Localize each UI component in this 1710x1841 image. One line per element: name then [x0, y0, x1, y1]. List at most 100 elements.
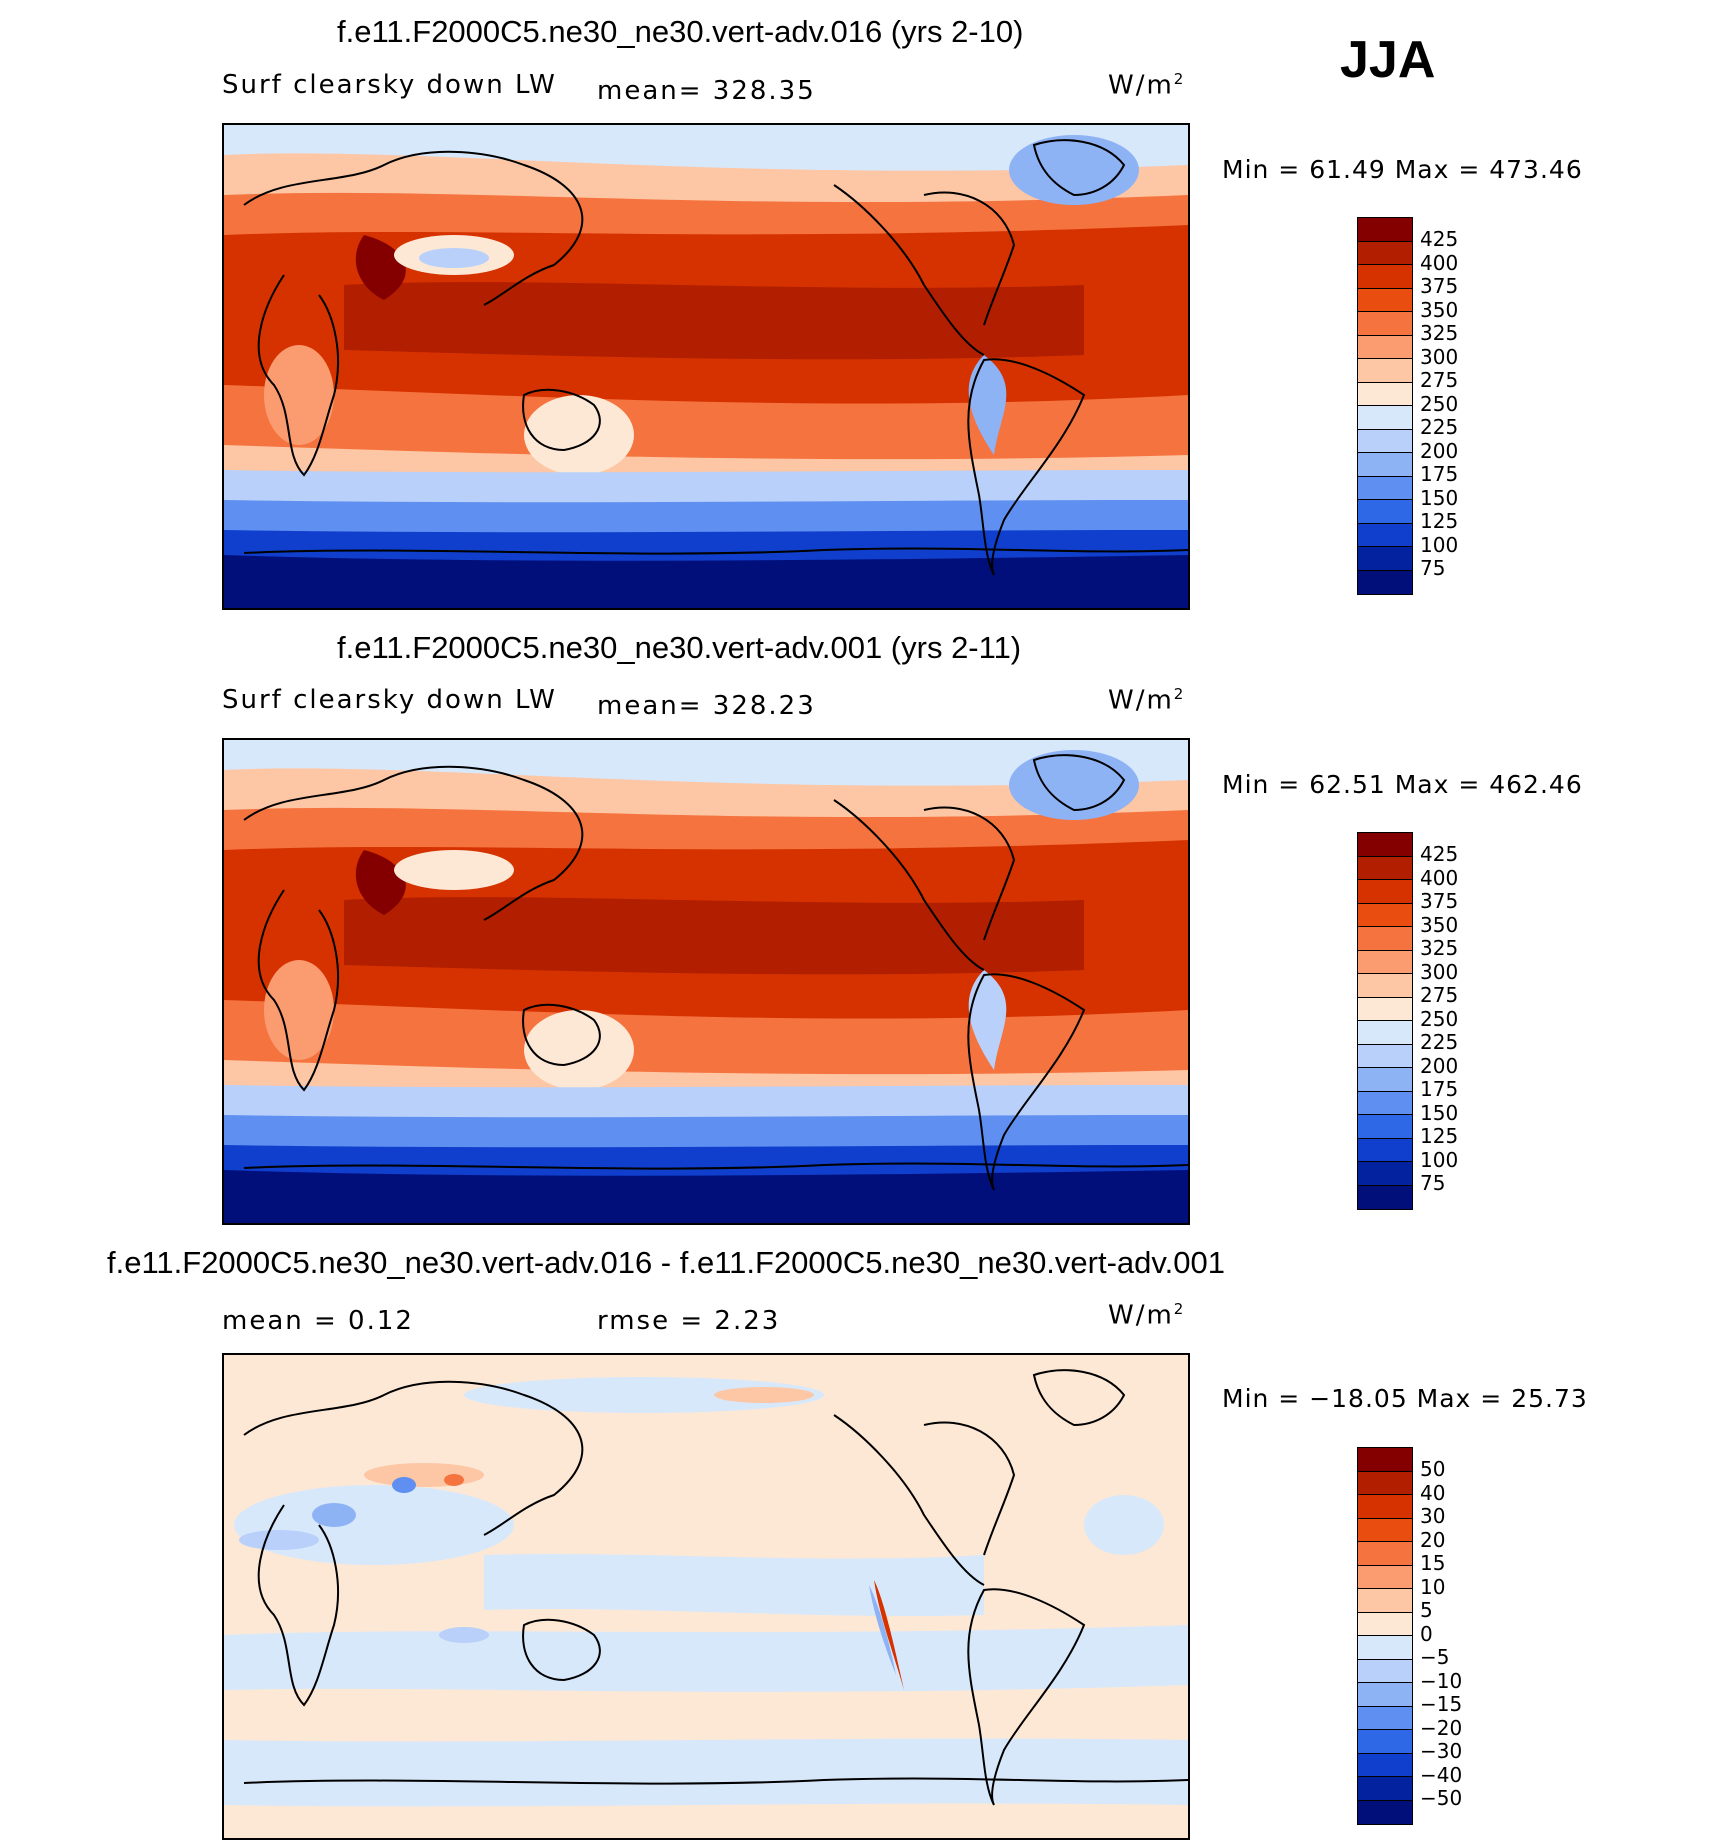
panel1-colorbar-swatch [1358, 312, 1412, 336]
panel2-variable: Surf clearsky down LW [222, 685, 557, 715]
panel1-tick: 200 [1420, 438, 1459, 463]
panel1-tick: 400 [1420, 250, 1459, 275]
panel3-colorbar-swatch [1358, 1589, 1412, 1613]
panel2-field-plot [224, 740, 1188, 1223]
panel3-colorbar-swatch [1358, 1730, 1412, 1754]
panel3-title: f.e11.F2000C5.ne30_ne30.vert-adv.016 - f… [107, 1245, 1225, 1280]
panel2-colorbar-ticks: 425 400 375 350 325 300 275 250 225 200 … [1420, 842, 1459, 1196]
panel2-colorbar-swatch [1358, 1115, 1412, 1139]
panel3-tick: 30 [1420, 1504, 1446, 1528]
panel3-colorbar-swatch [1358, 1683, 1412, 1707]
panel2-tick: 150 [1420, 1100, 1459, 1125]
panel2-map [222, 738, 1190, 1225]
panel1-tick: 250 [1420, 391, 1459, 416]
panel3-tick: 20 [1420, 1527, 1446, 1552]
panel2-tick: 350 [1420, 912, 1459, 937]
panel3-colorbar [1357, 1447, 1413, 1825]
panel1-colorbar-swatch [1358, 382, 1412, 406]
panel2-colorbar-swatch [1358, 903, 1412, 927]
panel3-map [222, 1353, 1190, 1840]
panel2-colorbar-swatch [1358, 974, 1412, 998]
panel1-tick: 375 [1420, 274, 1459, 298]
panel2-minmax: Min = 62.51 Max = 462.46 [1222, 770, 1583, 799]
panel2-colorbar-swatch [1358, 997, 1412, 1021]
panel1-colorbar-swatch [1358, 429, 1412, 453]
panel1-colorbar-swatch [1358, 453, 1412, 477]
panel2-units: W/m2 [1108, 685, 1186, 716]
panel3-colorbar-swatch [1358, 1777, 1412, 1801]
panel1-tick: 300 [1420, 344, 1459, 369]
panel1-colorbar-swatch [1358, 406, 1412, 430]
panel3-tick: −10 [1420, 1668, 1463, 1693]
panel1-tick: 275 [1420, 368, 1459, 392]
panel2-colorbar-swatch [1358, 1044, 1412, 1068]
panel2-colorbar-swatch [1358, 1185, 1412, 1209]
panel2-tick: 375 [1420, 889, 1459, 913]
panel3-colorbar-swatch [1358, 1518, 1412, 1542]
panel1-tick: 150 [1420, 485, 1459, 510]
panel1-colorbar [1357, 217, 1413, 595]
panel1-tick: 425 [1420, 227, 1459, 251]
panel2-tick: 250 [1420, 1006, 1459, 1031]
panel1-colorbar-swatch [1358, 265, 1412, 289]
panel2-colorbar [1357, 832, 1413, 1210]
panel1-colorbar-swatch [1358, 476, 1412, 500]
panel2-colorbar-swatch [1358, 1068, 1412, 1092]
panel3-colorbar-swatch [1358, 1495, 1412, 1519]
panel3-colorbar-swatch [1358, 1706, 1412, 1730]
panel3-colorbar-swatch [1358, 1636, 1412, 1660]
panel2-colorbar-swatch [1358, 833, 1412, 857]
panel2-mean: mean= 328.23 [597, 691, 816, 721]
panel2-colorbar-swatch [1358, 856, 1412, 880]
panel2-colorbar-swatch [1358, 1162, 1412, 1186]
panel2-tick: 300 [1420, 959, 1459, 984]
panel1-tick: 175 [1420, 462, 1459, 486]
panel2-tick: 100 [1420, 1147, 1459, 1172]
panel1-colorbar-ticks: 425 400 375 350 325 300 275 250 225 200 … [1420, 227, 1459, 581]
panel1-colorbar-swatch [1358, 500, 1412, 524]
panel2-tick: 425 [1420, 842, 1459, 866]
panel3-colorbar-swatch [1358, 1471, 1412, 1495]
panel3-tick: −50 [1420, 1786, 1463, 1810]
panel2-tick: 275 [1420, 983, 1459, 1007]
panel3-tick: 5 [1420, 1598, 1433, 1622]
panel1-map [222, 123, 1190, 610]
panel1-tick: 125 [1420, 509, 1459, 533]
panel1-tick: 225 [1420, 415, 1459, 439]
panel3-colorbar-swatch [1358, 1800, 1412, 1824]
panel1-colorbar-swatch [1358, 570, 1412, 594]
panel2-tick: 75 [1420, 1171, 1446, 1195]
panel1-colorbar-swatch [1358, 335, 1412, 359]
panel3-tick: 15 [1420, 1551, 1446, 1575]
panel3-tick: 10 [1420, 1574, 1446, 1599]
panel3-colorbar-ticks: 50 40 30 20 15 10 5 0 −5 −10 −15 −20 −30… [1420, 1457, 1463, 1811]
panel2-tick: 175 [1420, 1077, 1459, 1101]
panel3-colorbar-swatch [1358, 1565, 1412, 1589]
season-label: JJA [1340, 31, 1436, 89]
panel2-title: f.e11.F2000C5.ne30_ne30.vert-adv.001 (yr… [337, 630, 1022, 665]
panel3-colorbar-swatch [1358, 1659, 1412, 1683]
panel1-colorbar-swatch [1358, 288, 1412, 312]
panel1-variable: Surf clearsky down LW [222, 70, 557, 100]
panel3-colorbar-swatch [1358, 1448, 1412, 1472]
panel3-colorbar-swatch [1358, 1753, 1412, 1777]
panel1-colorbar-swatch [1358, 359, 1412, 383]
panel2-colorbar-swatch [1358, 1138, 1412, 1162]
panel1-tick: 100 [1420, 532, 1459, 557]
panel1-units: W/m2 [1108, 70, 1186, 101]
panel2-tick: 400 [1420, 865, 1459, 890]
panel3-colorbar-swatch [1358, 1542, 1412, 1566]
panel2-tick: 125 [1420, 1124, 1459, 1148]
panel2-colorbar-swatch [1358, 1091, 1412, 1115]
panel3-rmse: rmse = 2.23 [597, 1306, 781, 1336]
panel2-colorbar-swatch [1358, 880, 1412, 904]
panel3-mean: mean = 0.12 [222, 1306, 414, 1336]
panel1-mean: mean= 328.35 [597, 76, 816, 106]
panel1-colorbar-swatch [1358, 218, 1412, 242]
panel3-tick: −20 [1420, 1715, 1463, 1740]
panel1-tick: 325 [1420, 321, 1459, 345]
panel2-tick: 325 [1420, 936, 1459, 960]
panel2-colorbar-swatch [1358, 927, 1412, 951]
panel2-tick: 225 [1420, 1030, 1459, 1054]
panel3-tick: −30 [1420, 1739, 1463, 1763]
